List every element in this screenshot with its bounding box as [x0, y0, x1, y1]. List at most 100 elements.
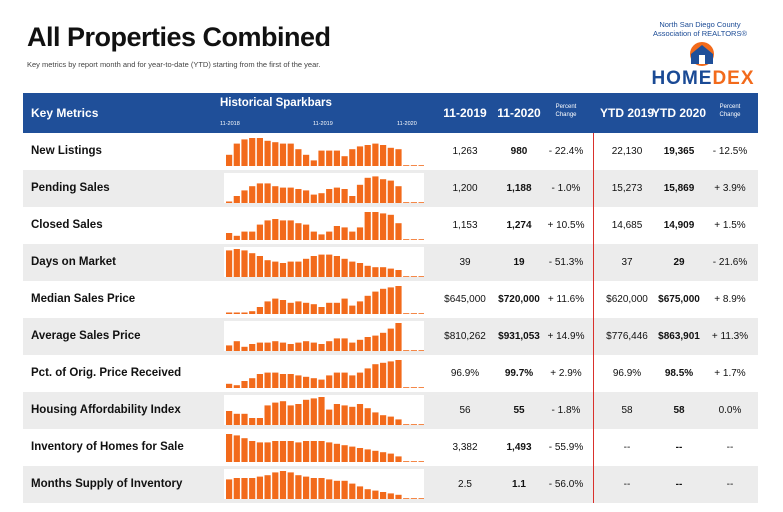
- spark-bar: [226, 312, 233, 314]
- spark-bar: [303, 190, 310, 203]
- spark-bar: [241, 312, 248, 314]
- spark-bar: [226, 411, 233, 425]
- spark-bar: [241, 413, 248, 425]
- header-key-metrics: Key Metrics: [31, 106, 99, 120]
- spark-bar: [403, 165, 410, 166]
- spark-bar: [256, 307, 263, 314]
- spark-bar: [287, 344, 294, 351]
- spark-bar: [333, 404, 340, 425]
- spark-bar: [364, 295, 371, 314]
- spark-bar: [287, 472, 294, 499]
- spark-bar: [318, 379, 325, 388]
- spark-bar: [418, 239, 424, 240]
- spark-bar: [264, 183, 271, 203]
- spark-bar: [249, 138, 256, 166]
- spark-bar: [318, 193, 325, 203]
- spark-bar: [333, 187, 340, 203]
- spark-bar: [395, 286, 402, 314]
- value-11-2019: 56: [459, 405, 471, 416]
- spark-bar: [264, 405, 271, 425]
- spark-bar: [264, 372, 271, 388]
- spark-bar: [341, 372, 348, 388]
- spark-bar: [310, 231, 317, 240]
- header-pct-change: Percent Change: [555, 104, 577, 118]
- value-11-2019: 3,382: [452, 442, 478, 453]
- metric-label: Pending Sales: [31, 182, 110, 194]
- spark-bar: [233, 478, 240, 499]
- value-ytd-2020: $675,000: [658, 294, 700, 305]
- spark-bar: [256, 374, 263, 388]
- spark-bar: [318, 254, 325, 277]
- spark-bar: [326, 375, 333, 388]
- spark-bar: [395, 323, 402, 351]
- spark-bar: [264, 475, 271, 499]
- spark-bar: [279, 143, 287, 166]
- spark-bar: [241, 478, 248, 499]
- spark-bar: [418, 461, 424, 462]
- spark-bar: [387, 328, 394, 351]
- spark-bar: [364, 408, 371, 425]
- spark-bar: [380, 145, 387, 166]
- metric-label: New Listings: [31, 145, 102, 157]
- spark-bar: [303, 154, 310, 166]
- spark-bar: [364, 145, 371, 166]
- table-row: Inventory of Homes for Sale 3,382 1,493 - 5…: [23, 429, 758, 466]
- spark-bar: [341, 189, 348, 203]
- value-pct-change: - 22.4%: [548, 146, 584, 157]
- spark-bar: [326, 231, 333, 240]
- table-header: Key Metrics Historical Sparkbars 11-2018…: [23, 93, 758, 133]
- value-ytd-2020: --: [675, 479, 683, 490]
- spark-bar: [256, 342, 263, 351]
- spark-bar: [279, 187, 287, 203]
- spark-bar: [403, 313, 410, 314]
- spark-bar: [333, 302, 340, 314]
- value-11-2020: $720,000: [498, 294, 540, 305]
- spark-bar: [249, 478, 256, 499]
- spark-bar: [279, 342, 287, 351]
- spark-bar: [403, 276, 410, 277]
- spark-bar: [279, 300, 287, 314]
- value-pct-change: - 55.9%: [548, 442, 584, 453]
- value-11-2019: $810,262: [444, 331, 486, 342]
- spark-bar: [372, 490, 379, 499]
- spark-bar: [418, 165, 424, 166]
- value-11-2020: 980: [510, 146, 528, 157]
- table-row: Months Supply of Inventory 2.5 1.1 - 56.0% -…: [23, 466, 758, 503]
- spark-bar: [272, 472, 279, 499]
- spark-bar: [287, 405, 294, 425]
- spark-bar: [387, 287, 394, 314]
- spark-bar: [272, 372, 279, 388]
- spark-bar: [241, 346, 248, 351]
- spark-bar: [318, 344, 325, 351]
- spark-bar: [349, 196, 356, 203]
- spark-bar: [364, 489, 371, 499]
- ytd-divider: [593, 133, 594, 503]
- value-ytd-pct-change: - 12.5%: [712, 146, 748, 157]
- value-11-2020: 1,188: [506, 183, 532, 194]
- spark-bar: [272, 441, 279, 462]
- metric-label: Housing Affordability Index: [31, 404, 181, 416]
- spark-bar: [333, 226, 340, 240]
- value-ytd-pct-change: --: [726, 479, 734, 490]
- header-col-11-2020: 11-2020: [497, 106, 541, 120]
- spark-bar: [295, 223, 302, 240]
- spark-bar: [395, 223, 402, 240]
- spark-bar: [264, 260, 271, 277]
- value-11-2020: 19: [513, 257, 525, 268]
- spark-bar: [272, 261, 279, 277]
- header-ytd-2019: YTD 2019: [599, 106, 655, 120]
- spark-bar: [241, 438, 248, 462]
- table-row: Closed Sales 1,153 1,274 + 10.5% 14,685 14,90…: [23, 207, 758, 244]
- value-pct-change: + 14.9%: [547, 331, 585, 342]
- spark-bar: [295, 342, 302, 351]
- spark-bar: [318, 441, 325, 462]
- value-pct-change: + 11.6%: [547, 294, 585, 305]
- spark-bar: [295, 404, 302, 425]
- value-11-2019: 1,263: [452, 146, 478, 157]
- value-11-2020: 1,274: [506, 220, 532, 231]
- spark-bar: [333, 338, 340, 351]
- sparkbar-chart: [224, 136, 424, 166]
- spark-bar: [403, 461, 410, 462]
- value-11-2019: $645,000: [444, 294, 486, 305]
- spark-bar: [249, 186, 256, 203]
